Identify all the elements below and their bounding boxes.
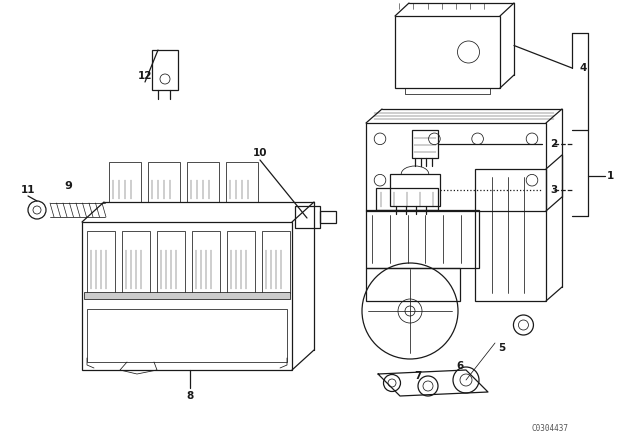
Text: 12: 12	[138, 71, 152, 81]
Text: 2: 2	[550, 139, 557, 149]
Bar	[390, 174, 440, 206]
Bar	[376, 188, 438, 210]
Bar	[157, 231, 185, 293]
Text: 9: 9	[64, 181, 72, 191]
Bar	[87, 309, 287, 362]
Bar	[122, 231, 150, 293]
Bar	[395, 16, 500, 88]
Bar	[412, 130, 438, 158]
Bar	[109, 162, 141, 202]
Bar	[262, 231, 290, 293]
Text: 11: 11	[20, 185, 35, 195]
Text: C0304437: C0304437	[532, 423, 569, 432]
Bar	[366, 123, 546, 211]
Text: 4: 4	[580, 63, 588, 73]
Bar	[366, 210, 479, 268]
Bar	[320, 211, 336, 223]
Bar	[152, 50, 178, 90]
Bar	[226, 162, 258, 202]
Bar	[187, 162, 219, 202]
Bar	[366, 268, 460, 301]
Text: 6: 6	[456, 361, 463, 371]
Text: 3: 3	[550, 185, 557, 195]
Bar	[84, 292, 290, 299]
Text: 10: 10	[253, 148, 268, 158]
Bar	[295, 206, 320, 228]
Text: 1: 1	[606, 171, 614, 181]
Bar	[227, 231, 255, 293]
Text: 8: 8	[186, 391, 194, 401]
Bar	[192, 231, 220, 293]
Bar	[474, 169, 546, 301]
Bar	[148, 162, 180, 202]
Text: 5: 5	[499, 343, 506, 353]
Bar	[82, 222, 292, 370]
Bar	[87, 231, 115, 293]
Text: 7: 7	[414, 371, 422, 381]
